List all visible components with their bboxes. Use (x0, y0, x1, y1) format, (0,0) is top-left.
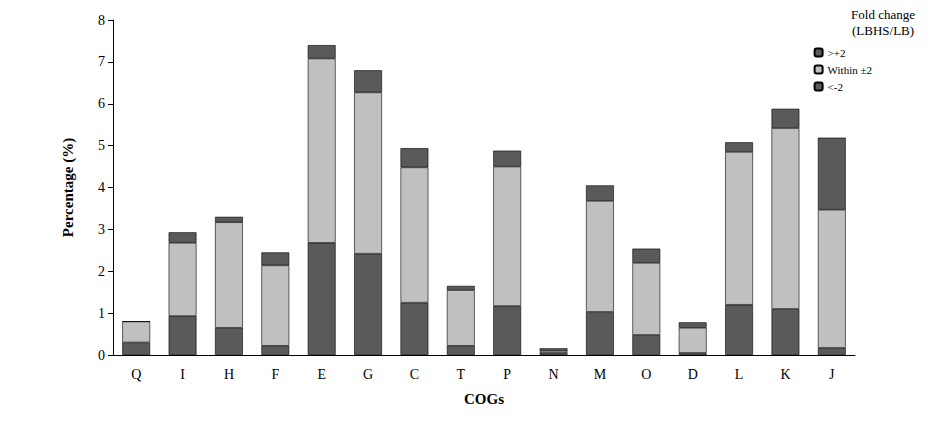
svg-text:Fold change: Fold change (851, 7, 915, 22)
svg-text:5: 5 (98, 138, 105, 153)
svg-text:D: D (688, 367, 698, 382)
svg-text:3: 3 (98, 222, 105, 237)
svg-text:N: N (549, 367, 559, 382)
svg-text:G: G (363, 367, 373, 382)
svg-text:T: T (457, 367, 466, 382)
svg-text:Percentage (%): Percentage (%) (60, 138, 77, 237)
svg-text:2: 2 (98, 264, 105, 279)
svg-text:P: P (503, 367, 511, 382)
svg-text:C: C (410, 367, 419, 382)
svg-text:<-2: <-2 (828, 81, 843, 93)
svg-text:4: 4 (98, 180, 105, 195)
svg-text:8: 8 (98, 13, 105, 28)
svg-text:>+2: >+2 (828, 47, 846, 59)
svg-text:6: 6 (98, 96, 105, 111)
svg-text:I: I (180, 367, 185, 382)
svg-text:1: 1 (98, 306, 105, 321)
svg-text:J: J (829, 367, 835, 382)
svg-text:O: O (641, 367, 651, 382)
svg-text:COGs: COGs (464, 391, 504, 407)
svg-text:(LBHS/LB): (LBHS/LB) (852, 23, 914, 38)
svg-text:7: 7 (98, 54, 105, 69)
svg-text:E: E (317, 367, 326, 382)
svg-text:Q: Q (131, 367, 141, 382)
svg-text:K: K (780, 367, 790, 382)
svg-text:F: F (271, 367, 279, 382)
svg-text:L: L (735, 367, 744, 382)
svg-text:H: H (224, 367, 234, 382)
svg-text:Within ±2: Within ±2 (828, 64, 872, 76)
svg-text:M: M (594, 367, 607, 382)
svg-text:0: 0 (98, 348, 105, 363)
